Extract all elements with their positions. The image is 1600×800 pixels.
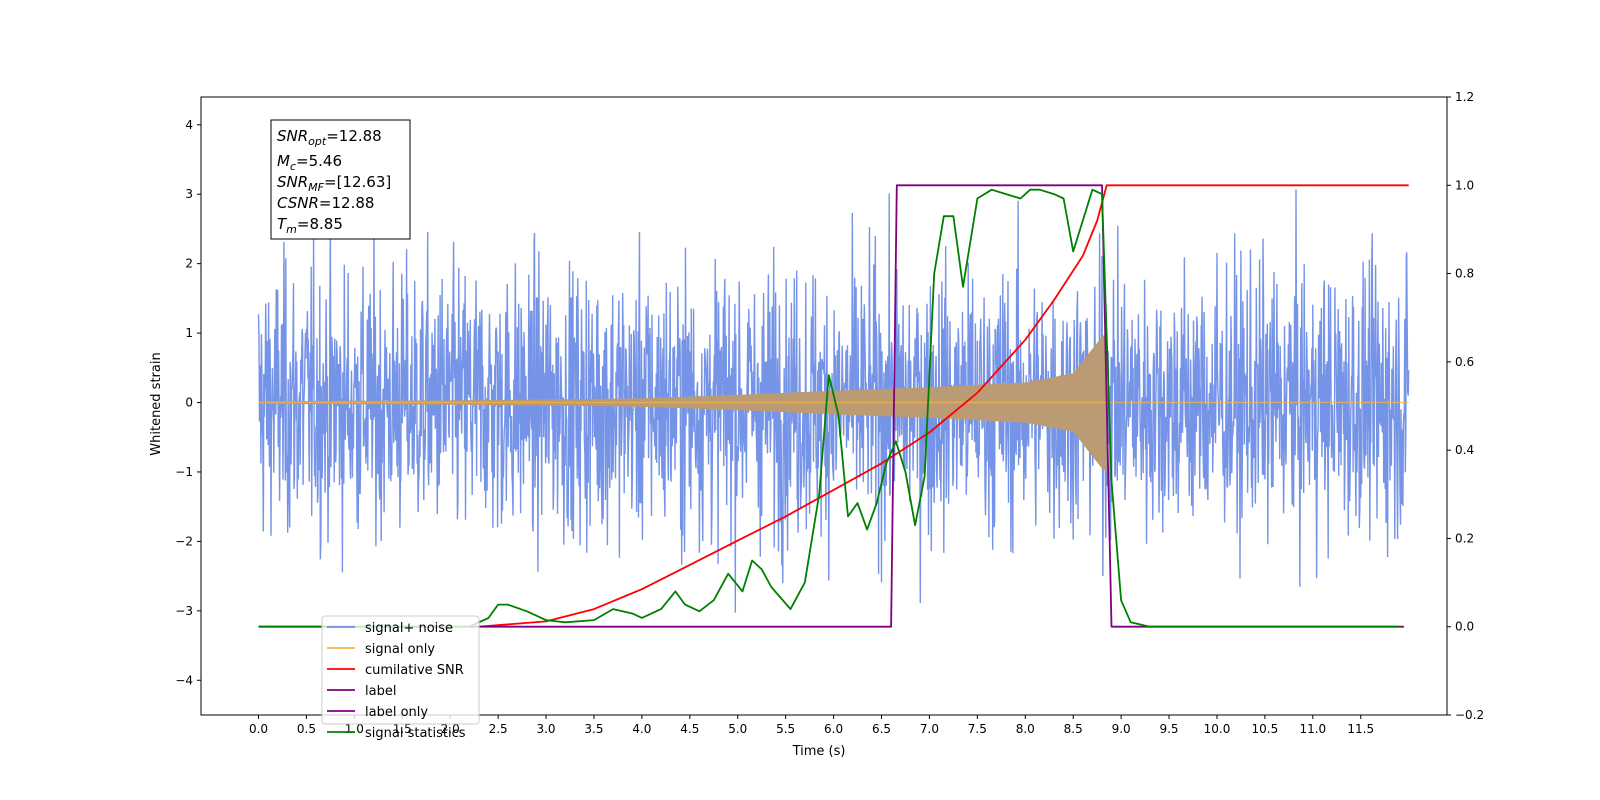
x-tick-label: 10.0 [1204,722,1231,736]
x-tick-label: 2.5 [489,722,508,736]
x-tick-label: 5.5 [776,722,795,736]
x-axis-label: Time (s) [792,744,846,759]
legend-label: signal+ noise [365,621,453,636]
series-signal-statistics [258,188,1400,628]
x-tick-label: 1.5 [393,722,412,736]
y-axis-left: −4 −3 −2 −1 0 1 2 3 4 [175,118,201,687]
legend-label: cumilative SNR [365,663,464,678]
legend-label: label only [365,705,428,720]
annotation-frame [270,119,411,240]
plot-area [200,96,1448,716]
y-tick-label-right: 0.4 [1455,443,1474,457]
x-tick-label: 8.5 [1064,722,1083,736]
y-tick-label-right: 1.2 [1455,90,1474,104]
annotation-snr-opt: SNRopt=12.88 [277,127,382,148]
x-tick-label: 6.0 [824,722,843,736]
series-signal-noise [257,189,1410,613]
plot-frame [200,96,1448,716]
y-tick-label-right: 1.0 [1455,178,1474,192]
x-tick-label: 4.5 [680,722,699,736]
y-tick-label-left: −1 [175,465,193,479]
x-tick-label: 6.5 [872,722,891,736]
plot-contents [257,184,1410,628]
x-tick-label: 0.5 [297,722,316,736]
legend-label: signal only [365,642,435,657]
legend-label: signal statistics [365,726,466,741]
legend-frame [321,615,480,725]
x-axis: 0.0 0.5 1.0 1.5 2.0 2.5 3.0 3.5 4.0 4.5 5.0 5.5 6.0 6… [249,715,1374,736]
x-tick-label: 3.5 [584,722,603,736]
y-tick-label-left: −2 [175,534,193,548]
y-tick-label-left: 1 [185,326,193,340]
y-tick-label-right: 0.8 [1455,267,1474,281]
x-tick-label: 9.5 [1159,722,1178,736]
y-tick-label-left: 4 [185,118,193,132]
x-tick-label: 7.5 [968,722,987,736]
x-tick-label: 5.0 [728,722,747,736]
legend-label: label [365,684,396,699]
legend: signal+ noise signal only cumilative SNR la… [321,615,480,741]
y-tick-label-right: −0.2 [1455,708,1484,722]
annotation-box: SNRopt=12.88 Mc=5.46SNRMF=[12.63]CSNR=12.… [270,119,411,240]
y-tick-label-right: 0.2 [1455,531,1474,545]
x-tick-label: 3.0 [536,722,555,736]
y-tick-label-right: 0.6 [1455,355,1474,369]
y-axis-label: Whitened strain [149,352,164,455]
annotation-snr-mf: SNRMF=[12.63] [277,173,391,194]
y-tick-label-left: 3 [185,187,193,201]
y-tick-label-left: 2 [185,257,193,271]
annotation-tm: Tm=8.85 [277,215,343,236]
y-tick-label-left: 0 [185,396,193,410]
x-tick-label: 11.0 [1299,722,1326,736]
x-tick-label: 4.0 [632,722,651,736]
y-tick-label-left: −3 [175,604,193,618]
x-tick-label: 2.0 [441,722,460,736]
y-axis-right: −0.2 0.0 0.2 0.4 0.6 0.8 1.0 1.2 [1447,90,1484,722]
x-tick-label: 7.0 [920,722,939,736]
y-tick-label-left: −4 [175,673,193,687]
annotation-csnr: CSNR=12.88 [277,194,374,212]
x-tick-label: 10.5 [1252,722,1279,736]
x-tick-label: 11.5 [1347,722,1374,736]
annotation-mc: Mc=5.46 [277,152,342,173]
x-tick-label: 0.0 [249,722,268,736]
x-tick-label: 8.0 [1016,722,1035,736]
x-tick-label: 9.0 [1112,722,1131,736]
y-tick-label-right: 0.0 [1455,620,1474,634]
